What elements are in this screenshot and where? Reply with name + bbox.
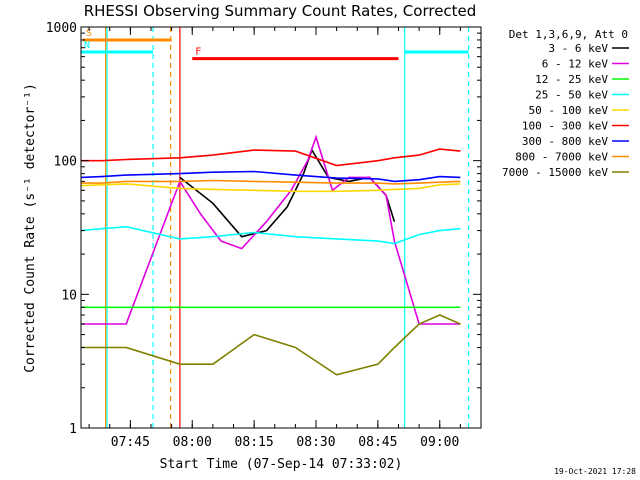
series-line	[80, 314, 461, 376]
data-layer: SN F	[80, 27, 470, 428]
y-tick-label: 1	[69, 422, 77, 437]
series-line	[80, 170, 461, 183]
legend-entry-label: 50 - 100 keV	[529, 104, 609, 117]
flag-label: N	[84, 40, 90, 51]
legend-entry-label: 3 - 6 keV	[548, 42, 608, 55]
series-line	[80, 183, 461, 193]
x-tick-label: 08:30	[296, 435, 335, 450]
y-axis: 1 10 100 1000	[46, 21, 481, 437]
flag-label: F	[195, 47, 201, 58]
x-tick-label: 08:15	[235, 435, 274, 450]
footer-date: 19-Oct-2021 17:28	[554, 467, 636, 476]
legend-entry-label: 25 - 50 keV	[535, 89, 608, 102]
legend-entry-label: 100 - 300 keV	[522, 120, 608, 133]
legend-entry-label: 7000 - 15000 keV	[502, 166, 608, 179]
legend-entry-label: 300 - 800 keV	[522, 135, 608, 148]
x-tick-label: 08:00	[173, 435, 212, 450]
x-axis-label: Start Time (07-Sep-14 07:33:02)	[160, 457, 403, 472]
legend-entry-label: 12 - 25 keV	[535, 73, 608, 86]
chart-title: RHESSI Observing Summary Count Rates, Co…	[84, 2, 477, 20]
y-axis-label: Corrected Count Rate (s⁻¹ detector⁻¹)	[23, 83, 38, 373]
x-tick-label: 07:45	[111, 435, 150, 450]
plot-frame	[80, 26, 482, 429]
legend-entry-label: 6 - 12 keV	[542, 58, 609, 71]
series-line	[80, 179, 461, 185]
legend-title: Det 1,3,6,9, Att 0	[509, 28, 628, 41]
series-line	[80, 225, 461, 245]
legend-entry-label: 800 - 7000 keV	[515, 151, 608, 164]
y-tick-label: 100	[54, 155, 77, 170]
legend: 3 - 6 keV 6 - 12 keV 12 - 25 keV 25 - 50 ke…	[502, 42, 629, 179]
y-tick-label: 1000	[46, 21, 77, 36]
x-tick-label: 09:00	[420, 435, 459, 450]
y-tick-label: 10	[61, 288, 77, 303]
flag-label: S	[86, 28, 92, 39]
x-tick-label: 08:45	[358, 435, 397, 450]
x-axis: 07:45 08:00 08:15 08:30 08:45 09:00	[88, 27, 482, 450]
series-line	[80, 148, 461, 167]
